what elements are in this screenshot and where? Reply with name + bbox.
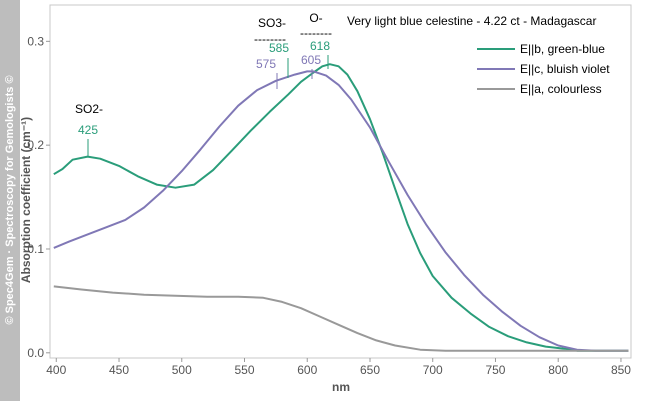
annotation-label: 425	[78, 123, 98, 137]
x-tick-label: 700	[423, 363, 443, 377]
legend-label: E||a, colourless	[520, 82, 602, 96]
y-tick-label: 0.3	[27, 34, 44, 48]
plot-frame	[49, 4, 632, 359]
annotation-label: 575	[256, 57, 276, 71]
annotation-label: SO2-	[75, 102, 103, 116]
y-tick-label: 0.2	[27, 138, 44, 152]
x-tick-label: 800	[548, 363, 568, 377]
chart-title: Very light blue celestine - 4.22 ct - Ma…	[347, 14, 596, 28]
x-tick-label: 750	[485, 363, 505, 377]
annotation-label: 605	[301, 53, 321, 67]
x-tick-label: 550	[234, 363, 254, 377]
legend: E||b, green-blue E||c, bluish violet E||a,…	[477, 42, 610, 96]
x-tick-label: 400	[46, 363, 66, 377]
y-tick-label: 0.1	[27, 242, 44, 256]
legend-label: E||b, green-blue	[520, 42, 605, 56]
series-line-3	[53, 285, 629, 352]
annotation-label: --------	[300, 26, 332, 40]
axes: 400 450 500 550 600 650 700 750 800 850 0.0 0.1 0.2 0…	[27, 4, 632, 377]
legend-label: E||c, bluish violet	[520, 62, 610, 76]
x-tick-label: 500	[172, 363, 192, 377]
annotation-label: 618	[310, 39, 330, 53]
series-layer	[53, 63, 629, 352]
x-tick-label: 450	[109, 363, 129, 377]
series-line-1	[53, 63, 629, 352]
annotation-label: --------	[254, 32, 286, 46]
annotation-label: 585	[269, 41, 289, 55]
series-line-2	[53, 70, 629, 352]
annotation-label: O-	[309, 11, 322, 25]
x-axis-title: nm	[332, 380, 350, 394]
side-strip: © Spec4Gem · Spectroscopy for Gemologist…	[0, 0, 20, 401]
x-tick-label: 650	[360, 363, 380, 377]
annotation-layer: SO2-425SO3---------585575O---------61860…	[75, 11, 332, 157]
y-axis-title: Absorption coefficient (cm⁻¹)	[19, 117, 33, 283]
x-tick-label: 600	[297, 363, 317, 377]
annotation-label: SO3-	[258, 16, 286, 30]
x-tick-label: 850	[611, 363, 631, 377]
y-tick-label: 0.0	[27, 346, 44, 360]
